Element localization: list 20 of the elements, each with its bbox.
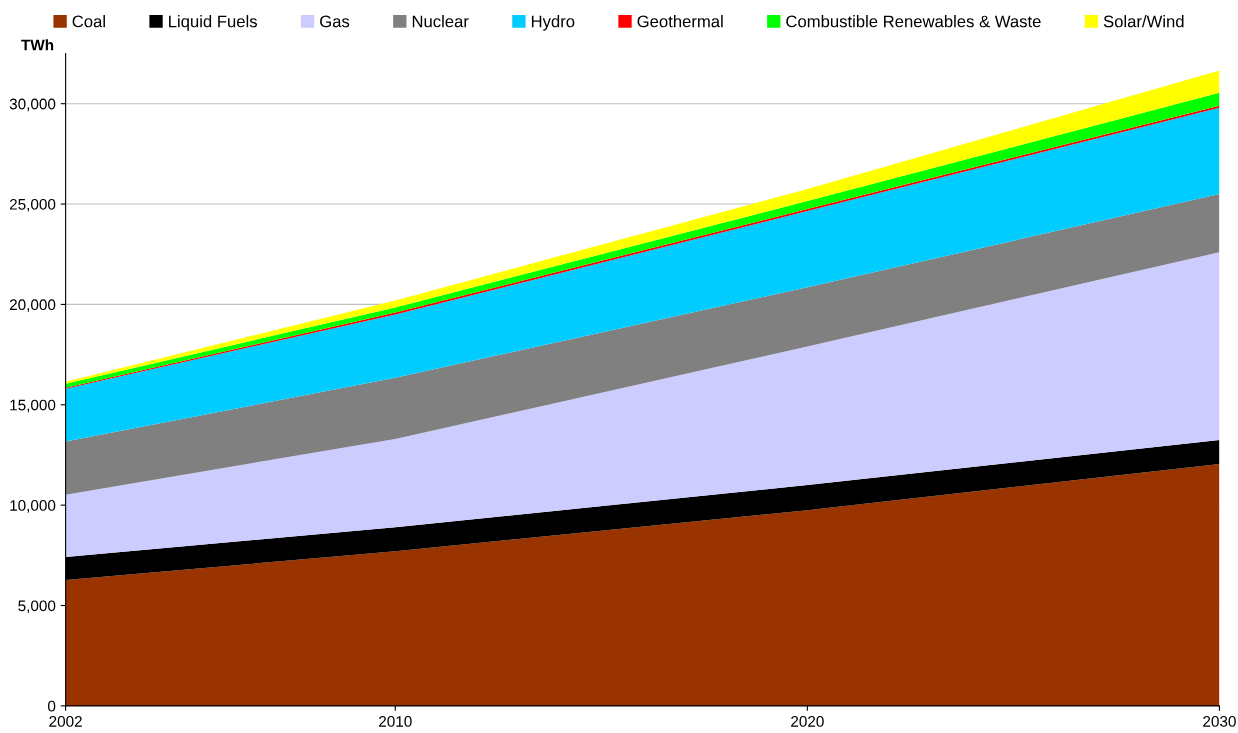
legend-label: Gas: [320, 15, 350, 28]
x-tick-label: 2030: [1203, 716, 1236, 727]
legend-label: Liquid Fuels: [169, 15, 257, 31]
legend-label: Coal: [72, 15, 105, 28]
x-tick-label: 2002: [49, 716, 82, 727]
y-tick-label: 5,000: [18, 600, 56, 614]
y-tick-label: 30,000: [9, 98, 56, 112]
legend-label: Nuclear: [412, 15, 469, 28]
legend-label: Combustible Renewables & Waste: [786, 15, 1041, 28]
y-tick-label: 25,000: [9, 198, 56, 212]
y-tick-label: 10,000: [10, 500, 56, 513]
y-tick-label: 0: [47, 700, 56, 712]
y-tick-label: 15,000: [10, 399, 56, 413]
legend-label: Geothermal: [637, 15, 723, 28]
legend-label: Hydro: [531, 15, 575, 31]
x-tick-label: 2020: [791, 716, 824, 727]
legend-label: Solar/Wind: [1103, 15, 1184, 28]
x-tick-label: 2010: [379, 716, 412, 727]
y-axis-title: TWh: [21, 39, 54, 51]
y-tick-label: 20,000: [9, 299, 56, 312]
